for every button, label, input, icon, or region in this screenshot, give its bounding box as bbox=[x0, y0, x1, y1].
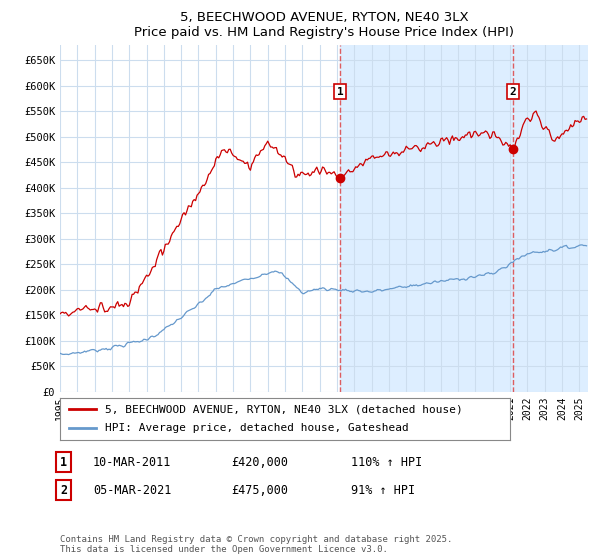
Text: 1: 1 bbox=[337, 87, 343, 97]
Text: 110% ↑ HPI: 110% ↑ HPI bbox=[351, 455, 422, 469]
Text: 91% ↑ HPI: 91% ↑ HPI bbox=[351, 483, 415, 497]
Text: Contains HM Land Registry data © Crown copyright and database right 2025.
This d: Contains HM Land Registry data © Crown c… bbox=[60, 535, 452, 554]
Title: 5, BEECHWOOD AVENUE, RYTON, NE40 3LX
Price paid vs. HM Land Registry's House Pri: 5, BEECHWOOD AVENUE, RYTON, NE40 3LX Pri… bbox=[134, 11, 514, 39]
Bar bbox=[340, 45, 588, 392]
Text: 10-MAR-2011: 10-MAR-2011 bbox=[93, 455, 172, 469]
Text: £475,000: £475,000 bbox=[231, 483, 288, 497]
Text: 05-MAR-2021: 05-MAR-2021 bbox=[93, 483, 172, 497]
Text: 5, BEECHWOOD AVENUE, RYTON, NE40 3LX (detached house): 5, BEECHWOOD AVENUE, RYTON, NE40 3LX (de… bbox=[105, 404, 463, 414]
Text: 1: 1 bbox=[60, 455, 67, 469]
Text: HPI: Average price, detached house, Gateshead: HPI: Average price, detached house, Gate… bbox=[105, 423, 409, 433]
Text: 2: 2 bbox=[60, 483, 67, 497]
Text: 2: 2 bbox=[509, 87, 517, 97]
Text: £420,000: £420,000 bbox=[231, 455, 288, 469]
